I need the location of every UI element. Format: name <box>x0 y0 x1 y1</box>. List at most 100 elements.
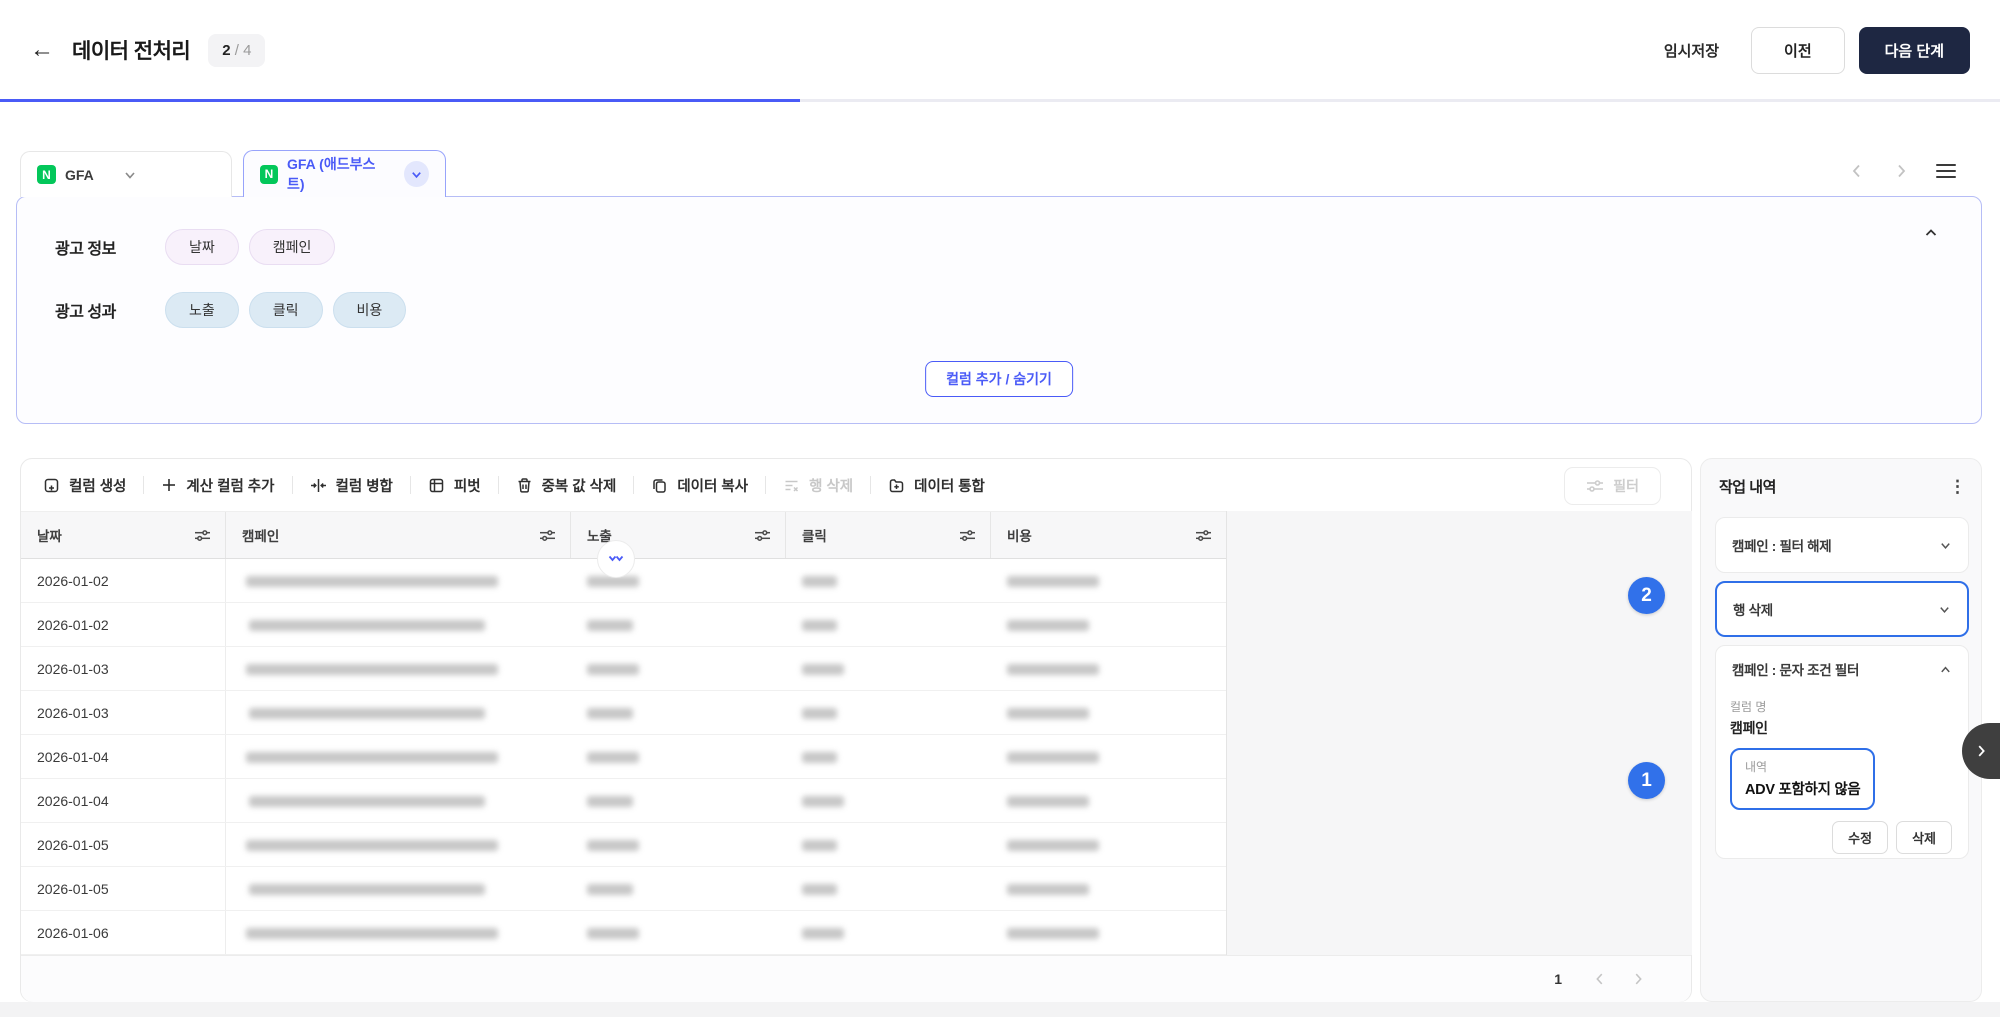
column-header-date[interactable]: 날짜 <box>21 512 226 558</box>
tab-gfa-adboost[interactable]: N GFA (애드부스트) <box>243 150 446 197</box>
row-delete-icon <box>783 477 800 494</box>
page-next-icon[interactable] <box>1630 971 1646 987</box>
column-name-label: 컬럼 명 <box>1730 700 1767 714</box>
annotation-badge-2: 2 <box>1628 577 1665 614</box>
step-badge: 2 / 4 <box>208 33 266 67</box>
cell-date: 2026-01-04 <box>21 779 226 822</box>
step-total: / 4 <box>234 41 252 59</box>
create-column-button[interactable]: 컬럼 생성 <box>43 475 143 496</box>
add-hide-column-button[interactable]: 컬럼 추가 / 숨기기 <box>925 361 1073 397</box>
column-header-impressions[interactable]: 노출 <box>571 512 786 558</box>
history-item-label: 행 삭제 <box>1733 603 1773 618</box>
filter-detail-box[interactable]: 내역 ADV 포함하지 않음 <box>1730 748 1876 810</box>
table-empty-area <box>1226 511 1692 955</box>
chevron-down-icon[interactable] <box>1939 539 1952 552</box>
next-step-button[interactable]: 다음 단계 <box>1858 26 1970 74</box>
table-row[interactable]: 2026-01-05 <box>21 823 1226 867</box>
work-history-panel: 작업 내역 ⋮ 캠페인 : 필터 해제 행 삭제 캠페인 : 문자 조건 필터 … <box>1700 458 1982 1002</box>
table-row[interactable]: 2026-01-03 <box>21 647 1226 691</box>
tab-gfa[interactable]: N GFA <box>20 151 232 197</box>
cell-date: 2026-01-02 <box>21 559 226 602</box>
page-number[interactable]: 1 <box>1554 971 1562 987</box>
detail-label: 내역 <box>1745 760 1768 774</box>
pill-impressions[interactable]: 노출 <box>165 292 239 328</box>
cell-date: 2026-01-04 <box>21 735 226 778</box>
history-item-label: 캠페인 : 필터 해제 <box>1732 539 1832 554</box>
back-arrow-icon[interactable]: ← <box>30 36 54 63</box>
copy-icon <box>651 477 668 494</box>
column-header-campaign[interactable]: 캠페인 <box>226 512 571 558</box>
cell-date: 2026-01-02 <box>21 603 226 646</box>
panel-expand-handle[interactable] <box>1962 723 2000 779</box>
history-item-filter-release[interactable]: 캠페인 : 필터 해제 <box>1715 517 1969 573</box>
table-row[interactable]: 2026-01-04 <box>21 735 1226 779</box>
trash-icon <box>516 477 533 494</box>
merge-data-button[interactable]: 데이터 통합 <box>871 475 1002 496</box>
tab-scroll-left-icon[interactable] <box>1848 162 1866 180</box>
column-filter-icon[interactable] <box>959 528 976 543</box>
pill-clicks[interactable]: 클릭 <box>248 292 323 328</box>
column-filter-icon[interactable] <box>1195 528 1212 543</box>
history-item-row-delete[interactable]: 행 삭제 <box>1715 581 1969 637</box>
column-filter-icon[interactable] <box>539 528 556 543</box>
chevron-down-icon[interactable] <box>123 168 137 182</box>
kebab-menu-icon[interactable]: ⋮ <box>1949 476 1966 496</box>
merge-column-button[interactable]: 컬럼 병합 <box>293 475 410 496</box>
column-expand-toggle[interactable] <box>597 540 635 578</box>
cell-date: 2026-01-05 <box>21 823 226 866</box>
pill-date[interactable]: 날짜 <box>165 229 239 265</box>
panel-collapse-chevron-up-icon[interactable] <box>1923 225 1939 241</box>
table-row[interactable]: 2026-01-05 <box>21 867 1226 911</box>
chevron-up-icon[interactable] <box>1939 663 1952 676</box>
history-item-text-condition-filter: 캠페인 : 문자 조건 필터 컬럼 명 캠페인 내역 ADV 포함하지 않음 수… <box>1715 645 1969 859</box>
column-filter-icon[interactable] <box>754 528 771 543</box>
edit-button[interactable]: 수정 <box>1832 821 1889 854</box>
naver-logo-icon: N <box>37 165 56 184</box>
tab-menu-icon[interactable] <box>1936 163 1956 179</box>
merge-icon <box>310 477 327 494</box>
page-prev-icon[interactable] <box>1592 971 1608 987</box>
table-row[interactable]: 2026-01-06 <box>21 911 1226 955</box>
delete-row-button: 행 삭제 <box>766 475 870 496</box>
tab-scroll-right-icon[interactable] <box>1892 162 1910 180</box>
ad-performance-label: 광고 성과 <box>55 304 116 321</box>
column-info-panel: 광고 정보 날짜 캠페인 광고 성과 노출 클릭 비용 컬럼 추가 / 숨기기 <box>16 196 1982 424</box>
history-item-label: 캠페인 : 문자 조건 필터 <box>1732 663 1860 678</box>
tab-gfa-adboost-label: GFA (애드부스트) <box>287 156 376 192</box>
column-name-value: 캠페인 <box>1730 720 1768 736</box>
temp-save-button[interactable]: 임시저장 <box>1663 42 1720 60</box>
table-toolbar: 컬럼 생성 계산 컬럼 추가 컬럼 병합 피벗 <box>21 459 1691 511</box>
column-header-impressions-label: 노출 <box>587 529 612 544</box>
add-calc-column-button[interactable]: 계산 컬럼 추가 <box>144 475 291 496</box>
ad-info-label: 광고 정보 <box>55 241 116 258</box>
work-history-title: 작업 내역 <box>1719 479 1776 496</box>
column-header-date-label: 날짜 <box>37 529 62 544</box>
cell-date: 2026-01-03 <box>21 691 226 734</box>
copy-data-label: 데이터 복사 <box>677 478 749 495</box>
cell-date: 2026-01-06 <box>21 911 226 954</box>
table-row[interactable]: 2026-01-02 <box>21 603 1226 647</box>
pill-cost[interactable]: 비용 <box>332 292 407 328</box>
remove-duplicates-button[interactable]: 중복 값 삭제 <box>499 475 634 496</box>
delete-button[interactable]: 삭제 <box>1896 821 1952 854</box>
copy-data-button[interactable]: 데이터 복사 <box>634 475 765 496</box>
column-filter-icon[interactable] <box>194 528 211 543</box>
column-header-cost[interactable]: 비용 <box>991 512 1226 558</box>
pagination-bar: 1 <box>21 955 1691 1002</box>
column-header-campaign-label: 캠페인 <box>242 529 280 544</box>
table-row[interactable]: 2026-01-04 <box>21 779 1226 823</box>
pill-campaign[interactable]: 캠페인 <box>248 229 336 265</box>
remove-duplicates-label: 중복 값 삭제 <box>541 478 617 495</box>
column-create-icon <box>43 477 60 494</box>
history-item-header[interactable]: 캠페인 : 문자 조건 필터 <box>1716 646 1968 692</box>
filter-label: 필터 <box>1613 478 1639 494</box>
column-header-clicks[interactable]: 클릭 <box>786 512 991 558</box>
app-header: ← 데이터 전처리 2 / 4 임시저장 이전 다음 단계 <box>0 0 2000 100</box>
chevron-down-icon[interactable] <box>404 161 429 187</box>
add-calc-column-label: 계산 컬럼 추가 <box>186 478 275 495</box>
chevron-down-icon[interactable] <box>1938 603 1951 616</box>
table-row[interactable]: 2026-01-03 <box>21 691 1226 735</box>
prev-button[interactable]: 이전 <box>1751 26 1845 74</box>
pivot-button[interactable]: 피벗 <box>411 475 498 496</box>
data-merge-icon <box>888 477 905 494</box>
